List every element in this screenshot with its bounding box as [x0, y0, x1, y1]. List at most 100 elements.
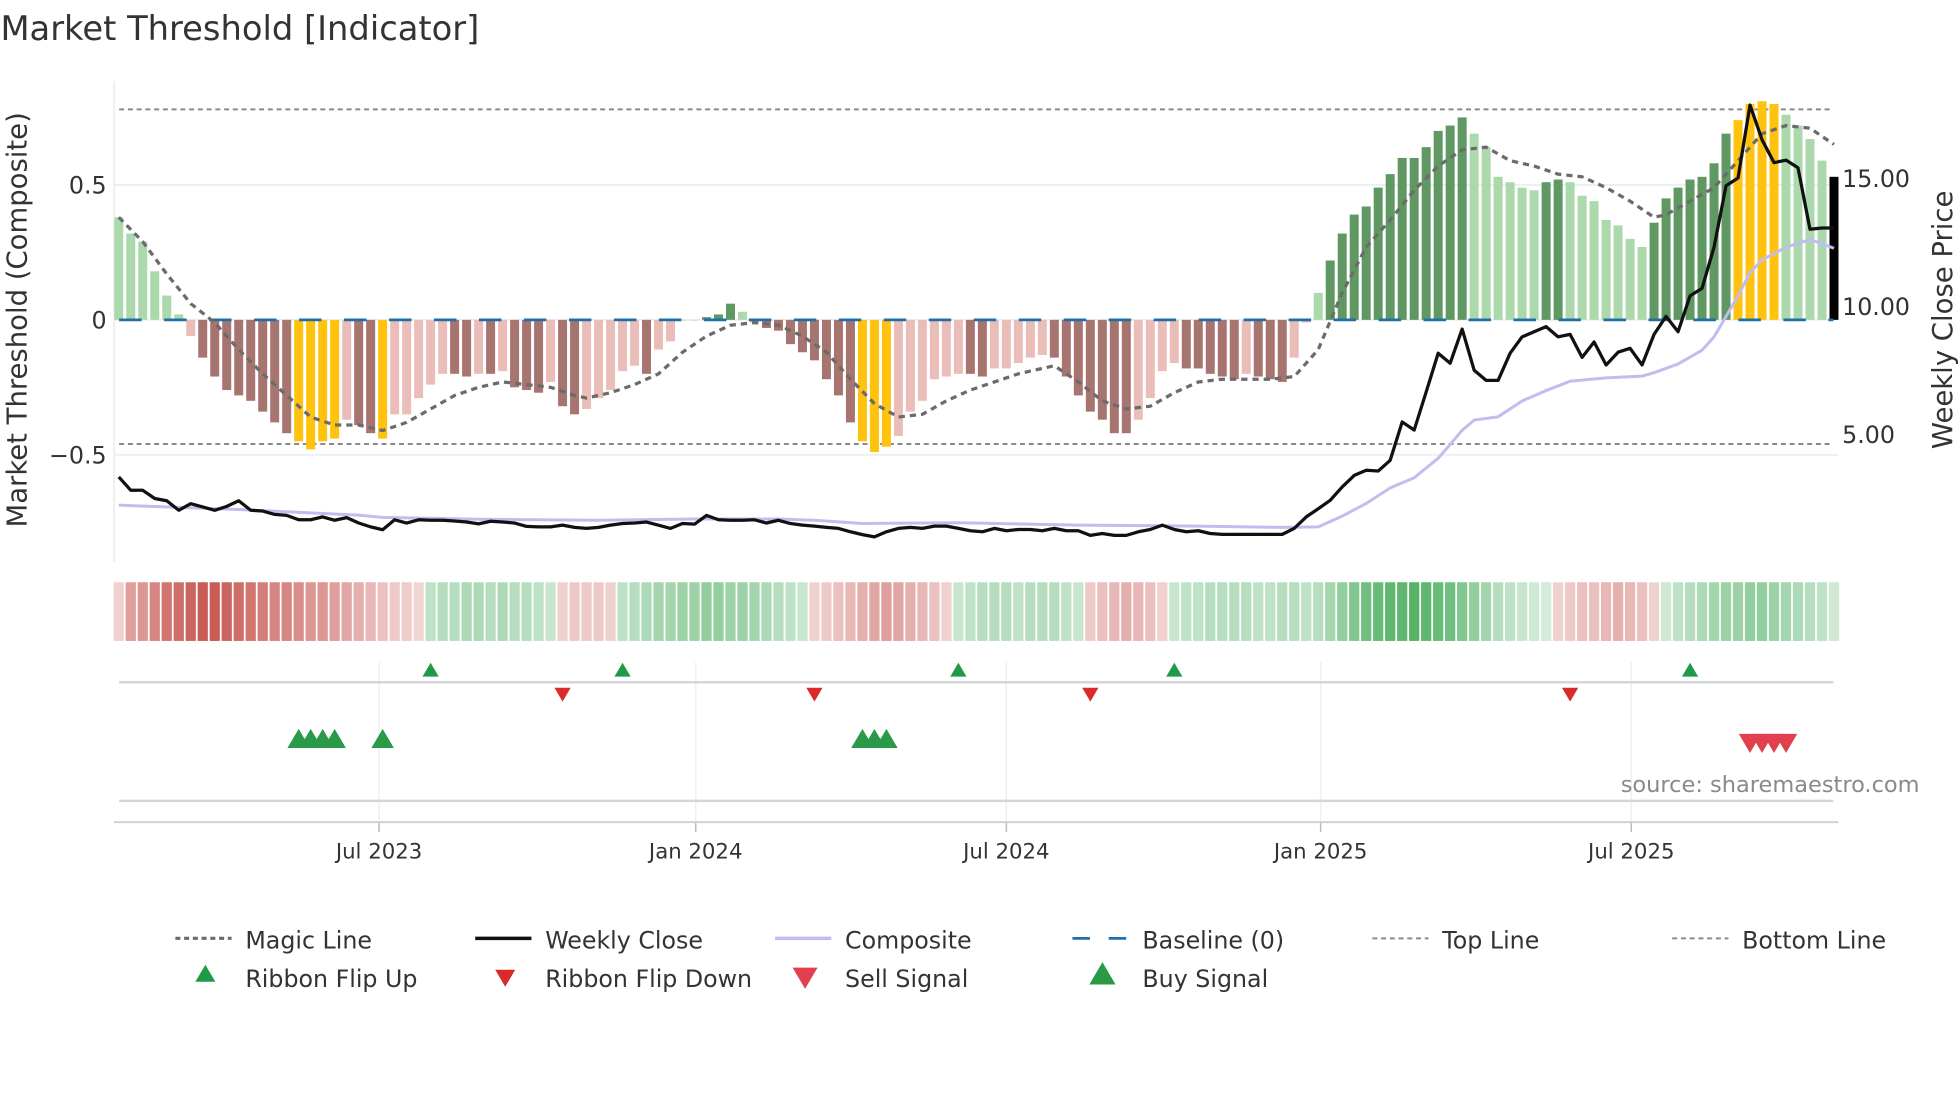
composite-bar — [1361, 206, 1371, 320]
ribbon-cell — [833, 582, 844, 641]
ribbon-cell — [1001, 582, 1012, 641]
ribbon-cell — [569, 582, 580, 641]
ribbon-cell — [1517, 582, 1528, 641]
ribbon-cell — [1732, 582, 1744, 641]
composite-bar — [1061, 319, 1071, 377]
ribbon-cell — [1145, 582, 1156, 641]
y-axis-label: Market Threshold (Composite) — [2, 112, 34, 527]
composite-bar — [1109, 319, 1119, 434]
composite-bar — [737, 311, 747, 320]
composite-bar — [462, 319, 472, 377]
composite-bar — [1469, 133, 1479, 320]
ribbon-cell — [1217, 582, 1228, 641]
ribbon-cell — [677, 582, 688, 641]
ribbon-cell — [1229, 582, 1240, 641]
ribbon-cell — [449, 582, 460, 641]
composite-bar — [1409, 157, 1419, 320]
ribbon-cell — [1792, 582, 1804, 641]
composite-bar — [1493, 176, 1503, 320]
ribbon-cell — [1684, 582, 1696, 641]
ribbon-cell — [293, 582, 304, 641]
ribbon-cell — [1576, 582, 1588, 641]
composite-bar — [1829, 176, 1839, 320]
ribbon-cell — [1385, 582, 1396, 641]
composite-bar — [630, 319, 640, 366]
ribbon-cell — [821, 582, 832, 641]
composite-bar — [1085, 319, 1095, 412]
ribbon-cell — [965, 582, 976, 641]
legend-label: Ribbon Flip Down — [545, 965, 752, 993]
composite-bar — [1169, 319, 1179, 364]
legend-item-flip_up: Ribbon Flip Up — [195, 964, 417, 993]
x-tick-label: Jan 2025 — [1272, 839, 1368, 864]
ribbon-cell — [149, 582, 160, 641]
composite-bar — [989, 319, 999, 369]
legend-item-close: Weekly Close — [475, 926, 703, 954]
composite-bar — [378, 319, 388, 439]
composite-bar — [1397, 157, 1407, 320]
ribbon-cell — [989, 582, 1000, 641]
triangle-down-icon — [792, 967, 818, 989]
composite-bar — [198, 319, 208, 358]
ribbon-cell — [1828, 582, 1840, 641]
composite-bar — [1541, 182, 1551, 320]
chart-title: Market Threshold [Indicator] — [0, 9, 479, 48]
ribbon-cell — [953, 582, 964, 641]
ribbon-cell — [1409, 582, 1420, 641]
ribbon-cell — [1696, 582, 1708, 641]
legend-item-baseline: Baseline (0) — [1072, 926, 1284, 954]
composite-bar — [1649, 222, 1659, 320]
composite-bar — [1721, 133, 1731, 320]
ribbon-cell — [1540, 582, 1552, 641]
ribbon-cell — [593, 582, 604, 641]
source-label: source: sharemaestro.com — [1621, 772, 1920, 798]
weekly-close-line — [117, 103, 1834, 539]
ribbon-cell — [209, 582, 220, 641]
composite-bar — [150, 271, 160, 320]
composite-bar — [1505, 182, 1515, 320]
ribbon-cell — [461, 582, 472, 641]
ribbon-cell — [1121, 582, 1132, 641]
composite-bar — [1625, 238, 1635, 320]
x-tick-label: Jan 2024 — [647, 839, 743, 864]
ribbon-cell — [545, 582, 556, 641]
composite-bar — [1181, 319, 1191, 369]
composite-bar — [1145, 319, 1155, 399]
triangle-up-icon — [195, 964, 216, 982]
composite-bar — [1313, 292, 1323, 320]
composite-bar — [342, 319, 352, 420]
y2-tick-label: 15.00 — [1842, 165, 1910, 193]
composite-bar — [1757, 101, 1767, 320]
y-tick-label: 0 — [92, 307, 107, 335]
ribbon-cell — [1588, 582, 1600, 641]
ribbon-cell — [1361, 582, 1372, 641]
ribbon-cell — [341, 582, 352, 641]
composite-bar — [1265, 319, 1275, 380]
ribbon-cell — [533, 582, 544, 641]
composite-bar — [893, 319, 903, 436]
ribbon-cell — [665, 582, 676, 641]
ribbon-cell — [605, 582, 616, 641]
composite-bar — [510, 319, 520, 388]
composite-bar — [486, 319, 496, 374]
composite-bar — [1337, 233, 1347, 320]
ribbon-cell — [557, 582, 568, 641]
composite-bar — [977, 319, 987, 377]
legend-item-flip_down: Ribbon Flip Down — [495, 965, 752, 993]
composite-bar — [570, 319, 580, 415]
x-tick-label: Jul 2024 — [961, 839, 1049, 864]
composite-bar — [354, 319, 364, 426]
ribbon-cell — [1445, 582, 1456, 641]
composite-bar — [1565, 182, 1575, 320]
x-tick-label: Jul 2025 — [1586, 839, 1674, 864]
ribbon-cell — [113, 582, 124, 641]
ribbon-cell — [785, 582, 796, 641]
composite-bar — [1121, 319, 1131, 434]
ribbon-strip — [113, 582, 1840, 641]
ribbon-cell — [1624, 582, 1636, 641]
composite-bar — [1241, 319, 1251, 374]
composite-bar — [642, 319, 652, 374]
legend-label: Buy Signal — [1142, 965, 1268, 993]
ribbon-cell — [1660, 582, 1672, 641]
legend-item-composite: Composite — [775, 926, 972, 954]
